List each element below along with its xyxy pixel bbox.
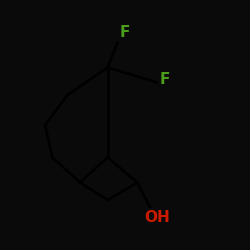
Text: OH: OH: [144, 210, 171, 225]
Text: F: F: [160, 72, 170, 88]
Text: F: F: [120, 25, 130, 40]
